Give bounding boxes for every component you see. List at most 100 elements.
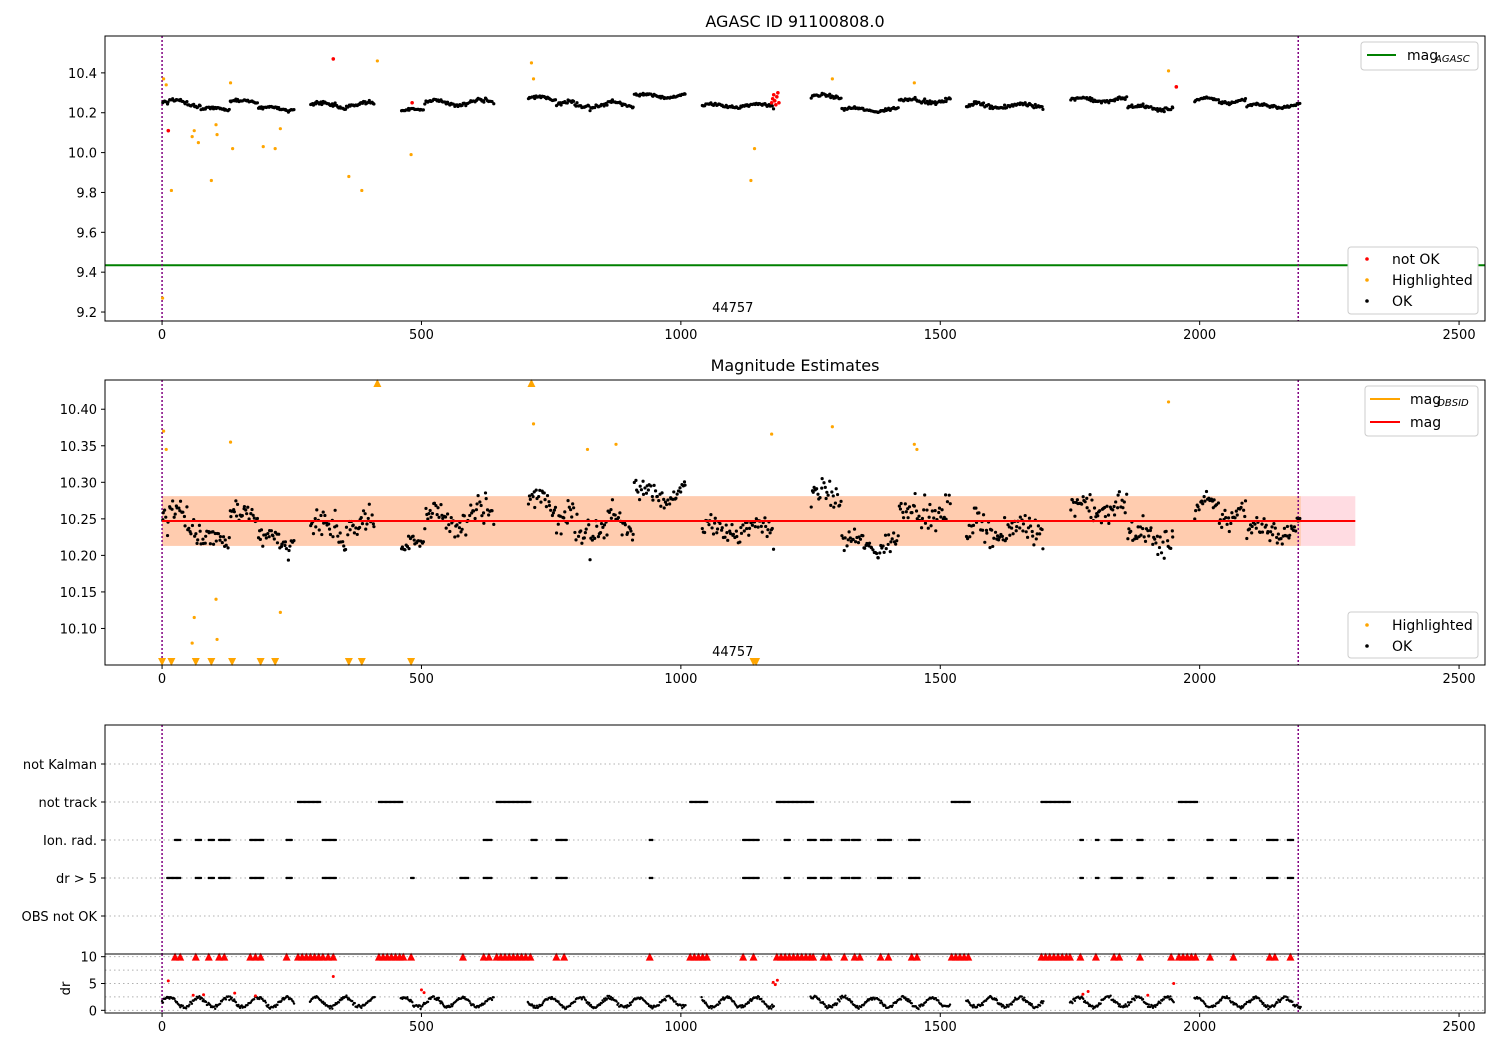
ok-point [526,502,531,506]
ok-point [895,539,899,543]
ok-point [878,551,882,555]
dr-over-marker [220,952,229,961]
ok-point [483,491,488,495]
dr-ok-point [605,998,608,1001]
dr-bad-point [253,994,257,998]
ok-point [372,102,376,106]
ok-point [896,106,900,110]
ok-point [985,531,989,535]
highlighted-point [614,442,618,446]
ok-point [932,516,936,520]
dr-ok-point [770,1007,773,1010]
ok-point [327,522,331,526]
ok-point [1090,96,1094,101]
ok-point [1285,524,1290,529]
ok-point [835,492,840,497]
ok-point [485,508,490,512]
flag-point [968,800,972,804]
ok-point [1116,493,1120,497]
flag-row-label: not track [38,796,97,811]
ok-point [672,490,676,494]
ok-point [947,493,951,497]
ok-point [1149,526,1153,530]
flag-point [199,838,203,842]
ok-point [319,513,323,518]
ok-point [735,534,739,539]
ok-point [1116,506,1120,510]
panel-title: AGASC ID 91100808.0 [705,12,884,31]
dr-ok-point [1204,1003,1207,1006]
ok-point [554,531,559,535]
flag-point [490,838,493,842]
ok-point [1081,495,1085,499]
clipped-low-marker [207,658,216,666]
dr-ok-point [1149,1005,1152,1009]
dr-over-marker [855,952,864,961]
flag-point [1276,876,1279,880]
ok-point [928,502,932,507]
dr-over-marker [560,952,569,961]
ok-point [172,515,176,519]
ok-point [1041,107,1045,111]
p1-xtick-label: 2000 [1183,672,1216,687]
highlighted-point [228,440,233,444]
dr-ok-point [292,1002,296,1005]
ok-point [185,99,189,104]
dr-ok-point [743,1005,746,1008]
ok-point [992,536,996,540]
flag-point [565,838,568,842]
dr-over-marker [407,952,416,961]
ok-point [659,504,663,508]
dr-bad-point [422,991,426,995]
ok-point [1216,98,1221,102]
ok-point [287,548,291,553]
ok-point [928,99,932,103]
dr-ok-point [757,995,761,999]
ok-point [1141,526,1145,531]
clipped-low-marker [344,658,353,666]
ok-point [220,540,224,545]
ok-point [211,542,216,546]
dr-ok-point [228,998,231,1002]
dr-ok-point [937,999,940,1002]
ok-point [974,506,978,510]
p3-xtick-label: 1000 [664,1020,697,1035]
ok-point [284,547,289,551]
ok-point [567,505,571,509]
ok-point [875,551,879,556]
dr-ok-point [1286,996,1289,999]
dr-ok-point [1154,1005,1157,1009]
ok-point [439,503,443,507]
ok-point [609,516,613,520]
ok-point [576,534,581,538]
ok-point [252,516,256,520]
ok-point [838,503,842,507]
ok-point [211,530,215,534]
ok-point [1111,508,1115,512]
ok-point [823,485,827,489]
dr-over-marker [1110,952,1119,961]
ok-point [889,540,893,544]
ok-point [1003,103,1007,107]
ok-point [903,502,907,506]
flag-point [788,876,792,880]
ok-point [882,550,886,554]
ok-point [1142,535,1146,539]
legend-swatch [1365,257,1369,261]
dr-ok-point [718,1002,722,1005]
dr-over-marker [251,952,260,961]
ok-point [313,517,317,521]
ok-point [271,534,275,538]
highlighted-point [915,447,919,452]
ok-point [1266,530,1270,534]
dr-ok-point [253,998,256,1001]
dr-ok-point [770,1003,774,1006]
ok-point [1088,493,1092,497]
ok-point [194,532,198,536]
ok-point [1027,516,1032,520]
ok-point [1003,516,1007,520]
ok-point [730,523,734,527]
dr-ok-point [908,999,912,1003]
ok-point [897,504,901,508]
